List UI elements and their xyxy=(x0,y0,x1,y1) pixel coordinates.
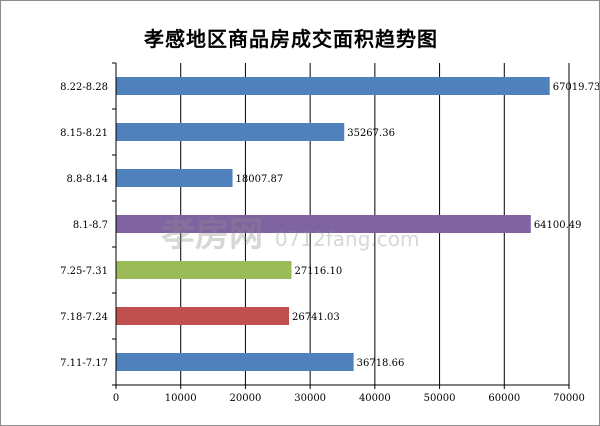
x-tick-label: 30000 xyxy=(294,393,326,404)
x-tick-labels: 0 10000 20000 30000 40000 50000 60000 70000 xyxy=(113,393,585,404)
y-tick-label: 7.25-7.31 xyxy=(60,266,108,277)
bar xyxy=(116,169,233,187)
data-label: 35267.36 xyxy=(347,128,395,139)
x-tick-label: 20000 xyxy=(230,393,262,404)
data-label: 64100.49 xyxy=(534,220,582,231)
y-tick-label: 7.11-7.17 xyxy=(60,358,108,369)
bar xyxy=(116,215,531,233)
bar xyxy=(116,77,550,95)
x-tick-label: 40000 xyxy=(359,393,391,404)
bar xyxy=(116,353,354,371)
watermark-site: 0712fang.com xyxy=(274,227,420,251)
data-label: 36718.66 xyxy=(357,358,405,369)
bar xyxy=(116,123,345,141)
y-tick-label: 8.22-8.28 xyxy=(60,82,108,93)
bars-group xyxy=(116,77,550,371)
y-tick-label: 8.1-8.7 xyxy=(73,220,108,231)
data-label: 26741.03 xyxy=(292,312,340,323)
axes xyxy=(112,62,570,389)
x-tick-label: 10000 xyxy=(165,393,197,404)
chart-title: 孝感地区商品房成交面积趋势图 xyxy=(144,27,438,51)
watermark-brand: 孝房网 xyxy=(161,215,263,255)
x-tick-label: 0 xyxy=(113,393,119,404)
data-label: 27116.10 xyxy=(294,266,342,277)
x-tick-label: 50000 xyxy=(424,393,456,404)
y-tick-labels: 8.22-8.28 8.15-8.21 8.8-8.14 8.1-8.7 7.25-7.… xyxy=(60,82,108,369)
data-label: 18007.87 xyxy=(236,174,284,185)
watermark: 孝房网 0712fang.com xyxy=(161,207,419,256)
y-tick-label: 8.15-8.21 xyxy=(60,128,108,139)
bar xyxy=(116,307,290,325)
bar xyxy=(116,261,292,279)
y-tick-label: 7.18-7.24 xyxy=(60,312,108,323)
x-tick-label: 70000 xyxy=(553,393,585,404)
data-label: 67019.73 xyxy=(553,82,599,93)
x-tick-label: 60000 xyxy=(488,393,520,404)
value-labels: 67019.73 35267.36 18007.87 64100.49 27116.10… xyxy=(236,82,599,369)
y-tick-label: 8.8-8.14 xyxy=(66,174,108,185)
